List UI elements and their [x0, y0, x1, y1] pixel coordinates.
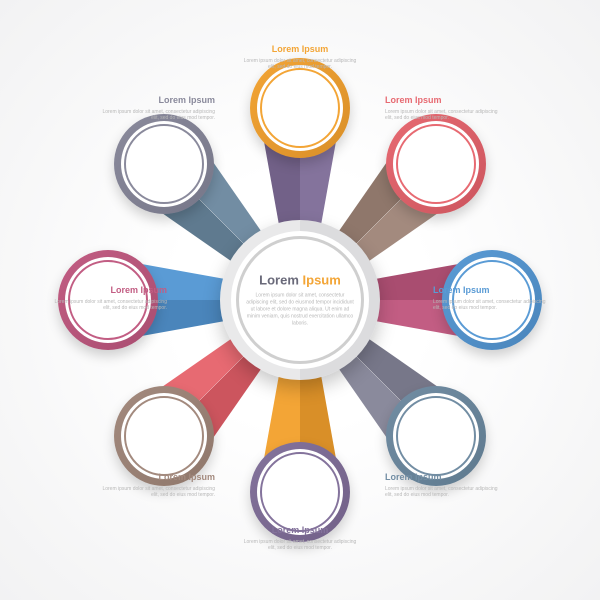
petal-title: Lorem Ipsum — [385, 472, 442, 482]
petal-title: Lorem Ipsum — [272, 44, 329, 54]
petal-node-3 — [386, 386, 486, 486]
petal-label-7: Lorem Ipsum Lorem ipsum dolor sit amet, c… — [95, 95, 215, 122]
petal-title: Lorem Ipsum — [433, 285, 490, 295]
petal-label-1: Lorem Ipsum Lorem ipsum dolor sit amet, c… — [385, 95, 505, 122]
petal-body: Lorem ipsum dolor sit amet, consectetur … — [385, 486, 505, 499]
petal-node-1 — [386, 114, 486, 214]
petal-title: Lorem Ipsum — [272, 525, 329, 535]
center-text: Lorem Ipsum Lorem ipsum dolor sit amet, c… — [245, 273, 355, 328]
petal-node-5 — [114, 386, 214, 486]
center-body: Lorem ipsum dolor sit amet, consectetur … — [245, 293, 355, 328]
petal-title: Lorem Ipsum — [110, 285, 167, 295]
petal-label-6: Lorem Ipsum Lorem ipsum dolor sit amet, c… — [47, 285, 167, 312]
petal-body: Lorem ipsum dolor sit amet, consectetur … — [95, 486, 215, 499]
petal-label-5: Lorem Ipsum Lorem ipsum dolor sit amet, c… — [95, 472, 215, 499]
petal-body: Lorem ipsum dolor sit amet, consectetur … — [240, 539, 360, 552]
center-title: Lorem Ipsum — [245, 273, 355, 288]
petal-body: Lorem ipsum dolor sit amet, consectetur … — [385, 109, 505, 122]
petal-title: Lorem Ipsum — [158, 95, 215, 105]
petal-label-2: Lorem Ipsum Lorem ipsum dolor sit amet, c… — [433, 285, 553, 312]
petal-body: Lorem ipsum dolor sit amet, consectetur … — [95, 109, 215, 122]
petal-body: Lorem ipsum dolor sit amet, consectetur … — [240, 58, 360, 71]
petal-title: Lorem Ipsum — [158, 472, 215, 482]
petal-node-7 — [114, 114, 214, 214]
petal-label-4: Lorem Ipsum Lorem ipsum dolor sit amet, c… — [240, 525, 360, 552]
petal-label-0: Lorem Ipsum Lorem ipsum dolor sit amet, c… — [240, 44, 360, 71]
petal-body: Lorem ipsum dolor sit amet, consectetur … — [47, 299, 167, 312]
petal-body: Lorem ipsum dolor sit amet, consectetur … — [433, 299, 553, 312]
petal-title: Lorem Ipsum — [385, 95, 442, 105]
circular-diagram: Lorem Ipsum Lorem ipsum dolor sit amet, c… — [0, 0, 600, 600]
petal-label-3: Lorem Ipsum Lorem ipsum dolor sit amet, c… — [385, 472, 505, 499]
petal-node-0 — [250, 58, 350, 158]
